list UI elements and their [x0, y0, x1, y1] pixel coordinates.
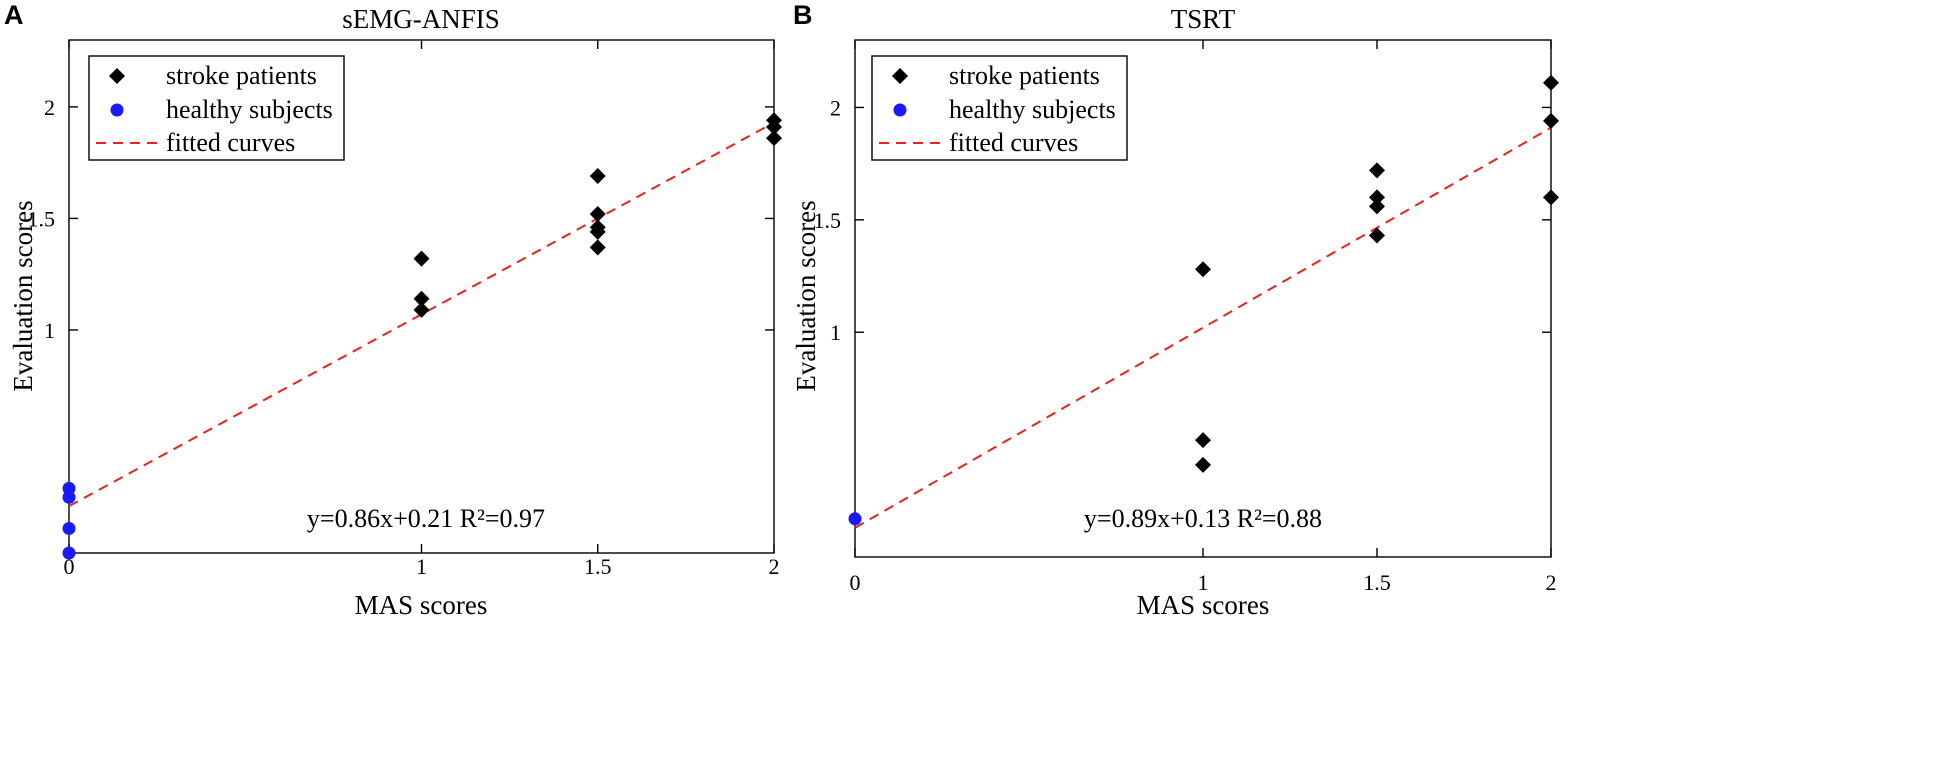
stroke-patient-point — [1369, 227, 1385, 244]
y-tick-label: 1 — [830, 320, 841, 345]
stroke-patient-point — [413, 301, 430, 318]
panel-b-equation: y=0.89x+0.13 R²=0.88 — [1084, 504, 1322, 533]
panel-b-x-axis-label: MAS scores — [1137, 590, 1270, 620]
x-tick-label: 2 — [1546, 570, 1557, 595]
stroke-patient-point — [766, 118, 782, 135]
panel-a-x-axis-label: MAS scores — [355, 590, 488, 620]
panel-a-fitted-line — [68, 121, 775, 508]
x-tick-label: 1.5 — [584, 554, 612, 579]
y-tick-label: 1.5 — [814, 208, 842, 233]
panel-b-label: B — [793, 0, 813, 30]
stroke-patient-point — [1369, 198, 1385, 215]
healthy-subject-point — [62, 546, 76, 560]
stroke-patient-point — [766, 130, 782, 147]
panel-a: A sEMG-ANFIS 0 1 1.5 2 1 1.5 2 MAS scores Eval… — [4, 0, 782, 620]
panel-a-y-axis-label: Evaluation scores — [8, 200, 38, 391]
panel-b-data-points — [848, 74, 1559, 526]
panel-a-data-points — [62, 112, 782, 560]
stroke-patient-point — [589, 223, 606, 240]
panel-a-legend-fit: fitted curves — [166, 128, 295, 157]
y-tick-label: 2 — [44, 95, 55, 120]
y-tick-label: 1.5 — [28, 206, 56, 231]
panel-a-title: sEMG-ANFIS — [342, 4, 500, 34]
panel-b-legend-fit: fitted curves — [949, 128, 1078, 157]
y-tick-label: 2 — [830, 95, 841, 120]
x-tick-label: 2 — [769, 554, 780, 579]
panel-a-ticks: 0 1 1.5 2 1 1.5 2 — [28, 40, 780, 579]
panel-b-y-axis-label: Evaluation scores — [791, 200, 821, 391]
stroke-patient-point — [589, 168, 606, 185]
panel-a-legend-diamond — [109, 68, 125, 84]
stroke-patient-point — [589, 239, 606, 256]
stroke-patient-point — [413, 250, 430, 267]
panel-b-legend: stroke patients healthy subjects fitted … — [871, 55, 1128, 161]
stroke-patient-point — [413, 290, 430, 307]
panel-b: B TSRT 0 1 1.5 2 1 1.5 2 MAS scores Evaluation… — [791, 0, 1559, 620]
panel-a-legend: stroke patients healthy subjects fitted … — [88, 55, 345, 161]
x-tick-label: 1 — [416, 554, 427, 579]
stroke-patient-point — [1369, 162, 1385, 179]
stroke-patient-point — [1195, 261, 1211, 278]
panel-a-legend-circle — [110, 103, 124, 117]
panel-b-legend-stroke: stroke patients — [949, 61, 1100, 90]
x-tick-label: 1.5 — [1363, 570, 1391, 595]
healthy-subject-point — [62, 481, 76, 495]
panel-b-legend-diamond — [892, 68, 908, 84]
healthy-subject-point — [848, 512, 862, 526]
panel-a-label: A — [4, 0, 24, 30]
panel-b-legend-healthy: healthy subjects — [949, 95, 1116, 124]
stroke-patient-point — [1369, 189, 1385, 206]
x-tick-label: 1 — [1198, 570, 1209, 595]
panel-a-legend-healthy: healthy subjects — [166, 95, 333, 124]
healthy-subject-point — [62, 521, 76, 535]
stroke-patient-point — [1543, 189, 1559, 206]
x-tick-label: 0 — [64, 554, 75, 579]
stroke-patient-point — [1195, 456, 1211, 473]
stroke-patient-point — [1543, 74, 1559, 91]
y-tick-label: 1 — [44, 318, 55, 343]
panel-b-fitted-line — [854, 126, 1552, 529]
panel-a-equation: y=0.86x+0.21 R²=0.97 — [307, 504, 545, 533]
stroke-patient-point — [589, 205, 606, 222]
panel-b-title: TSRT — [1171, 4, 1236, 34]
panel-b-legend-circle — [893, 103, 907, 117]
stroke-patient-point — [1543, 112, 1559, 129]
x-tick-label: 0 — [850, 570, 861, 595]
healthy-subject-point — [62, 490, 76, 504]
panel-a-legend-stroke: stroke patients — [166, 61, 317, 90]
stroke-patient-point — [1195, 432, 1211, 449]
panel-b-ticks: 0 1 1.5 2 1 1.5 2 — [814, 40, 1557, 595]
